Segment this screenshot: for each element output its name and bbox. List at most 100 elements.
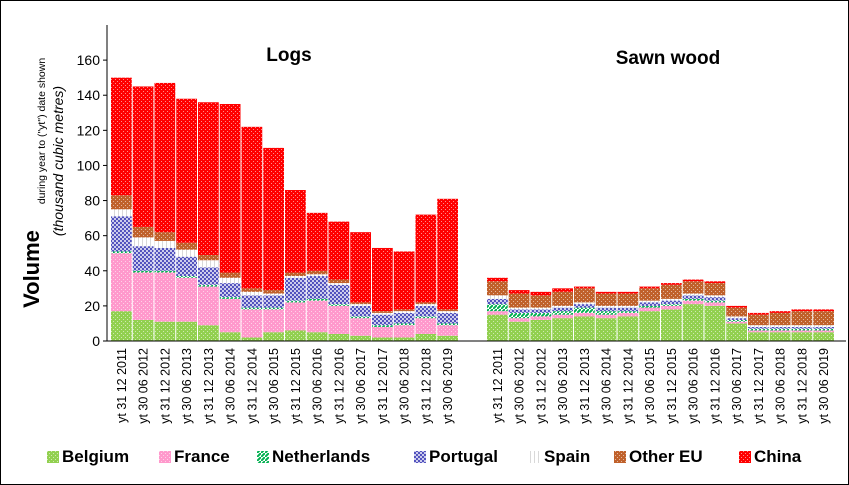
bar-portugal bbox=[176, 256, 197, 277]
legend-label: Other EU bbox=[629, 447, 703, 466]
bar-china bbox=[748, 312, 769, 315]
x-tick-label: yt 31 12 2018 bbox=[419, 348, 433, 424]
bar-china bbox=[791, 309, 813, 312]
x-tick-label: yt 31 12 2014 bbox=[245, 348, 259, 424]
bar-other-eu bbox=[574, 288, 595, 303]
bar-other-eu bbox=[328, 279, 350, 284]
bar-spain bbox=[617, 305, 639, 308]
bar-netherlands bbox=[748, 328, 769, 331]
bar-china bbox=[661, 283, 682, 285]
bar-netherlands bbox=[617, 311, 639, 313]
y-axis-label: Volume during year to ("yt") date shown … bbox=[19, 58, 66, 308]
x-tick-label: yt 30 06 2013 bbox=[180, 348, 194, 424]
bar-france bbox=[661, 305, 682, 310]
legend-item-china: China bbox=[739, 447, 802, 466]
bar-france bbox=[595, 314, 617, 319]
bar-spain bbox=[372, 312, 393, 315]
bar-portugal bbox=[791, 326, 813, 329]
panel-title: Logs bbox=[266, 45, 311, 66]
bar-china bbox=[769, 311, 791, 313]
bar-netherlands bbox=[176, 276, 197, 278]
x-tick-label: yt 31 12 2016 bbox=[332, 348, 346, 424]
bar-other-eu bbox=[530, 295, 552, 308]
bar-spain bbox=[111, 209, 132, 217]
bar-france bbox=[791, 330, 813, 333]
bar-netherlands bbox=[508, 312, 530, 319]
legend-label: China bbox=[754, 447, 802, 466]
bar-netherlands bbox=[241, 307, 263, 310]
bar-china bbox=[263, 147, 284, 291]
bar-belgium bbox=[219, 332, 241, 341]
bar-france bbox=[726, 321, 747, 324]
bar-other-eu bbox=[769, 312, 791, 326]
bar-portugal bbox=[154, 247, 176, 271]
x-tick-label: yt 30 06 2017 bbox=[354, 348, 368, 424]
bar-portugal bbox=[372, 314, 393, 326]
bar-spain bbox=[704, 295, 726, 298]
bar-portugal bbox=[704, 297, 726, 301]
bar-france bbox=[415, 318, 437, 334]
panel-logs bbox=[111, 77, 458, 341]
bar-netherlands bbox=[595, 311, 617, 315]
bar-belgium bbox=[437, 335, 458, 341]
bar-other-eu bbox=[508, 293, 530, 308]
bar-france bbox=[437, 325, 458, 336]
bar-netherlands bbox=[263, 307, 284, 310]
bar-spain bbox=[487, 295, 508, 299]
bar-other-eu bbox=[306, 270, 328, 275]
x-tick-label: yt 31 12 2017 bbox=[752, 348, 766, 424]
legend: Belgium France Netherlands Portugal Spain Oth… bbox=[47, 447, 802, 466]
bar-china bbox=[176, 98, 197, 243]
bar-netherlands bbox=[639, 305, 660, 308]
bar-netherlands bbox=[219, 297, 241, 299]
bar-netherlands bbox=[198, 284, 219, 287]
bar-belgium bbox=[132, 319, 154, 341]
legend-swatch bbox=[529, 451, 541, 463]
legend-item-spain: Spain bbox=[529, 447, 590, 466]
bar-portugal bbox=[682, 295, 704, 299]
bar-other-eu bbox=[285, 272, 306, 277]
bar-portugal bbox=[350, 305, 371, 317]
bar-netherlands bbox=[132, 270, 154, 273]
bar-belgium bbox=[306, 332, 328, 341]
bar-belgium bbox=[372, 337, 393, 341]
y-axis-label-sub: during year to ("yt") date shown bbox=[36, 58, 48, 205]
bar-netherlands bbox=[393, 323, 415, 326]
x-tick-label: yt 30 06 2012 bbox=[137, 348, 151, 424]
bar-netherlands bbox=[285, 300, 306, 303]
bar-china bbox=[132, 86, 154, 227]
bar-china bbox=[813, 309, 834, 312]
bar-spain bbox=[769, 325, 791, 327]
bar-other-eu bbox=[704, 283, 726, 296]
bar-france bbox=[487, 311, 508, 315]
bar-spain bbox=[682, 293, 704, 296]
bar-portugal bbox=[726, 318, 747, 320]
bar-spain bbox=[241, 291, 263, 296]
bar-netherlands bbox=[350, 316, 371, 319]
bar-china bbox=[595, 291, 617, 294]
bar-spain bbox=[748, 325, 769, 327]
y-axis-label-main: Volume bbox=[19, 230, 44, 308]
bar-belgium bbox=[595, 318, 617, 341]
y-tick-label: 140 bbox=[77, 87, 101, 103]
bar-france bbox=[176, 277, 197, 322]
bar-belgium bbox=[111, 311, 132, 341]
bar-china bbox=[726, 305, 747, 308]
bar-france bbox=[393, 325, 415, 338]
bar-netherlands bbox=[813, 328, 834, 331]
legend-label: Portugal bbox=[429, 447, 498, 466]
bar-other-eu bbox=[748, 314, 769, 326]
bar-spain bbox=[595, 305, 617, 308]
bar-other-eu bbox=[241, 288, 263, 292]
bar-spain bbox=[574, 302, 595, 305]
y-tick-label: 0 bbox=[92, 333, 100, 349]
bar-other-eu bbox=[176, 242, 197, 250]
bar-spain bbox=[132, 237, 154, 247]
legend-item-netherlands: Netherlands bbox=[257, 447, 370, 466]
y-tick-label: 20 bbox=[84, 298, 100, 314]
bar-netherlands bbox=[487, 304, 508, 312]
bar-netherlands bbox=[306, 298, 328, 301]
bar-france bbox=[769, 330, 791, 333]
bar-other-eu bbox=[263, 290, 284, 294]
